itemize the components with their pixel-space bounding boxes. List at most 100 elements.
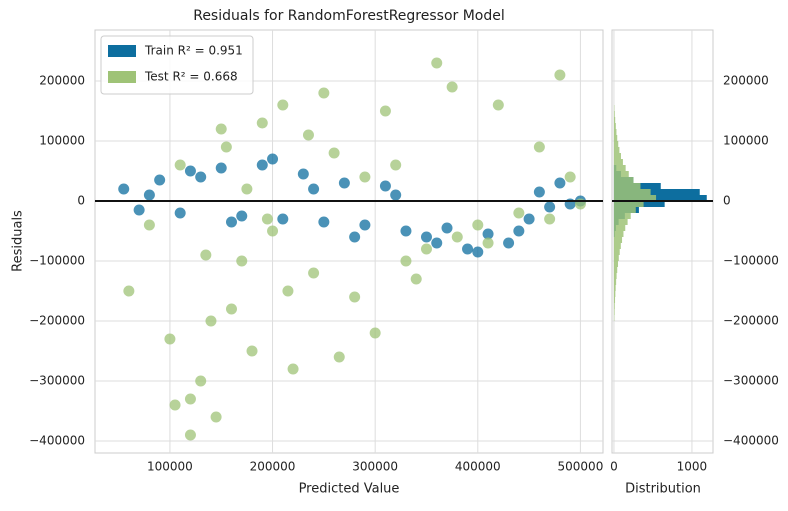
point [513,226,524,237]
point [400,256,411,267]
x-tick-label: 100000 [147,460,193,474]
point [534,187,545,198]
point [565,172,576,183]
y-tick-label: 0 [77,194,85,208]
histogram-bar [614,207,636,213]
point [349,232,360,243]
point [144,220,155,231]
point [164,334,175,345]
y-tick-label: −400000 [723,434,779,448]
histogram-bar [614,129,616,135]
point [200,250,211,261]
histogram-bar [614,255,619,261]
point [185,430,196,441]
histogram-bar [614,141,618,147]
point [483,238,494,249]
point [329,148,340,159]
point [503,238,514,249]
point [513,208,524,219]
x-axis-label: Predicted Value [299,482,400,497]
point [226,217,237,228]
point [303,130,314,141]
point [216,163,227,174]
histogram-bar [614,249,620,255]
point [349,292,360,303]
histogram-bar [614,219,628,225]
point [339,178,350,189]
y-tick-label: 0 [723,194,731,208]
point [421,244,432,255]
histogram-bar [614,177,633,183]
histogram-bar [614,297,615,303]
point [170,400,181,411]
legend-label: Train R² = 0.951 [144,44,243,58]
x-tick-label: 1000 [677,460,708,474]
point [288,364,299,375]
histogram-bar [614,165,626,171]
point [221,142,232,153]
point [554,70,565,81]
point [462,244,473,255]
x-tick-label: 500000 [558,460,604,474]
point [262,214,273,225]
x-tick-label: 400000 [455,460,501,474]
point [400,226,411,237]
plot-area [612,30,713,453]
point [144,190,155,201]
y-tick-label: 200000 [723,74,769,88]
point [390,160,401,171]
y-tick-label: −300000 [723,374,779,388]
point [185,394,196,405]
point [211,412,222,423]
point [380,181,391,192]
point [411,274,422,285]
point [308,268,319,279]
y-tick-label: −100000 [723,254,779,268]
point [472,220,483,231]
x-axis-label: Distribution [625,482,701,497]
x-tick-label: 200000 [250,460,296,474]
point [298,169,309,180]
point [390,190,401,201]
y-tick-label: 100000 [39,134,85,148]
point [359,172,370,183]
point [205,316,216,327]
histogram-bar [614,123,616,129]
point [431,238,442,249]
histogram-bar [614,117,615,123]
point [277,214,288,225]
legend: Train R² = 0.951 Test R² = 0.668 [101,36,253,94]
histogram-bar [614,261,618,267]
point [277,100,288,111]
point [236,211,247,222]
point [318,217,329,228]
point [247,346,258,357]
point [216,124,227,135]
point [123,286,134,297]
histogram-bar [614,243,621,249]
point [452,232,463,243]
point [431,58,442,69]
legend-label: Test R² = 0.668 [144,70,238,84]
point [421,232,432,243]
legend-swatch [108,45,136,57]
point [334,352,345,363]
histogram-bar [614,147,619,153]
histogram-bar [614,291,615,297]
x-tick-label: 0 [610,460,618,474]
histogram-bar [614,213,631,219]
point [134,205,145,216]
legend-swatch [108,71,136,83]
point [257,118,268,129]
point [544,214,555,225]
point [447,82,458,93]
histogram-bar [614,135,617,141]
y-tick-label: −300000 [29,374,85,388]
histogram-bar [614,279,616,285]
point [442,223,453,234]
point [493,100,504,111]
histogram-bar [614,285,616,291]
x-tick-label: 300000 [352,460,398,474]
y-tick-label: −200000 [723,314,779,328]
histogram-bar [614,171,629,177]
